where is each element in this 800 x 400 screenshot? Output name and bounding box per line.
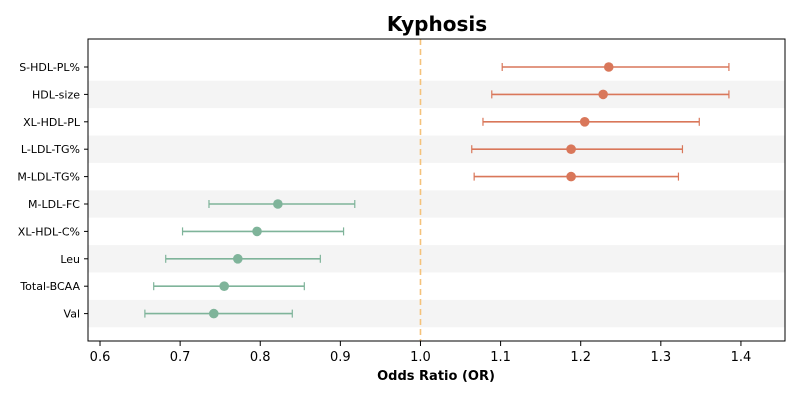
- x-tick-label: 0.8: [250, 350, 271, 365]
- chart-title: Kyphosis: [387, 12, 487, 36]
- row-shade: [88, 190, 785, 218]
- y-tick-label: Val: [64, 308, 80, 321]
- x-tick-label: 1.2: [570, 350, 591, 365]
- x-tick-label: 0.7: [170, 350, 191, 365]
- odds-ratio-point: [579, 117, 590, 127]
- odds-ratio-point: [233, 253, 243, 264]
- odds-ratio-point: [566, 171, 576, 182]
- y-tick-label: M-LDL-FC: [28, 198, 80, 211]
- odds-ratio-point: [603, 62, 614, 72]
- y-tick-label: S-HDL-PL%: [19, 61, 80, 74]
- x-axis-label: Odds Ratio (OR): [377, 369, 495, 384]
- y-tick-label: XL-HDL-PL: [23, 116, 81, 129]
- x-tick-label: 1.4: [731, 350, 752, 365]
- y-tick-label: HDL-size: [32, 88, 80, 101]
- odds-ratio-point: [219, 281, 229, 292]
- y-tick-label: Total-BCAA: [19, 280, 80, 293]
- x-tick-label: 0.9: [330, 350, 351, 365]
- x-tick-label: 1.0: [410, 350, 431, 365]
- x-tick-label: 0.6: [90, 350, 111, 365]
- odds-ratio-point: [273, 199, 283, 209]
- plot-frame: [87, 38, 786, 342]
- plot-area: S-HDL-PL% HDL-size XL-HDL-PL L-LDL-TG% M-LDL…: [17, 38, 786, 365]
- y-tick-label: L-LDL-TG%: [21, 143, 80, 156]
- x-tick-label: 1.3: [650, 350, 671, 365]
- y-tick-label: Leu: [60, 253, 80, 266]
- y-tick-label: XL-HDL-C%: [18, 225, 80, 238]
- odds-ratio-point: [208, 308, 219, 319]
- odds-ratio-point: [566, 144, 576, 154]
- x-tick-label: 1.1: [490, 350, 511, 365]
- odds-ratio-point: [598, 89, 608, 100]
- y-tick-label: M-LDL-TG%: [17, 171, 80, 184]
- odds-ratio-point: [252, 226, 262, 237]
